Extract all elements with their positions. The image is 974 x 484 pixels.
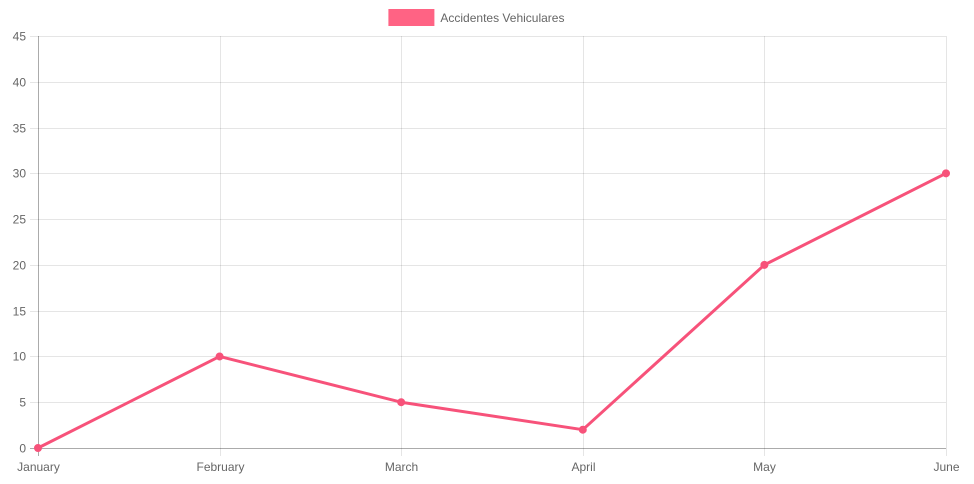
y-tick-label: 25 xyxy=(13,213,27,227)
y-tick-label: 15 xyxy=(13,305,27,319)
x-tick-label: June xyxy=(933,460,959,474)
data-point[interactable] xyxy=(397,398,406,407)
data-point[interactable] xyxy=(215,352,224,361)
y-tick-label: 45 xyxy=(13,30,27,44)
grid xyxy=(30,36,947,456)
legend-swatch[interactable] xyxy=(388,9,435,26)
y-tick-label: 10 xyxy=(13,350,27,364)
x-tick-label: April xyxy=(571,460,595,474)
y-tick-label: 5 xyxy=(19,396,26,410)
x-tick-label: January xyxy=(17,460,60,474)
data-point[interactable] xyxy=(578,425,587,434)
y-tick-label: 40 xyxy=(13,76,27,90)
y-tick-label: 35 xyxy=(13,122,27,136)
data-point[interactable] xyxy=(760,260,769,269)
series-layer xyxy=(34,169,950,452)
series-line xyxy=(36,171,948,450)
data-point[interactable] xyxy=(942,169,950,178)
x-tick-label: February xyxy=(196,460,244,474)
legend[interactable]: Accidentes Vehiculares xyxy=(388,9,564,26)
x-tick-label: March xyxy=(385,460,418,474)
y-tick-label: 30 xyxy=(13,167,27,181)
y-tick-label: 20 xyxy=(13,259,27,273)
data-point[interactable] xyxy=(34,444,42,452)
legend-label[interactable]: Accidentes Vehiculares xyxy=(440,11,564,25)
y-tick-label: 0 xyxy=(19,442,26,456)
x-tick-label: May xyxy=(753,460,776,474)
axes: 0 5 10 15 20 25 30 35 40 45 January February March Ap… xyxy=(13,30,960,475)
